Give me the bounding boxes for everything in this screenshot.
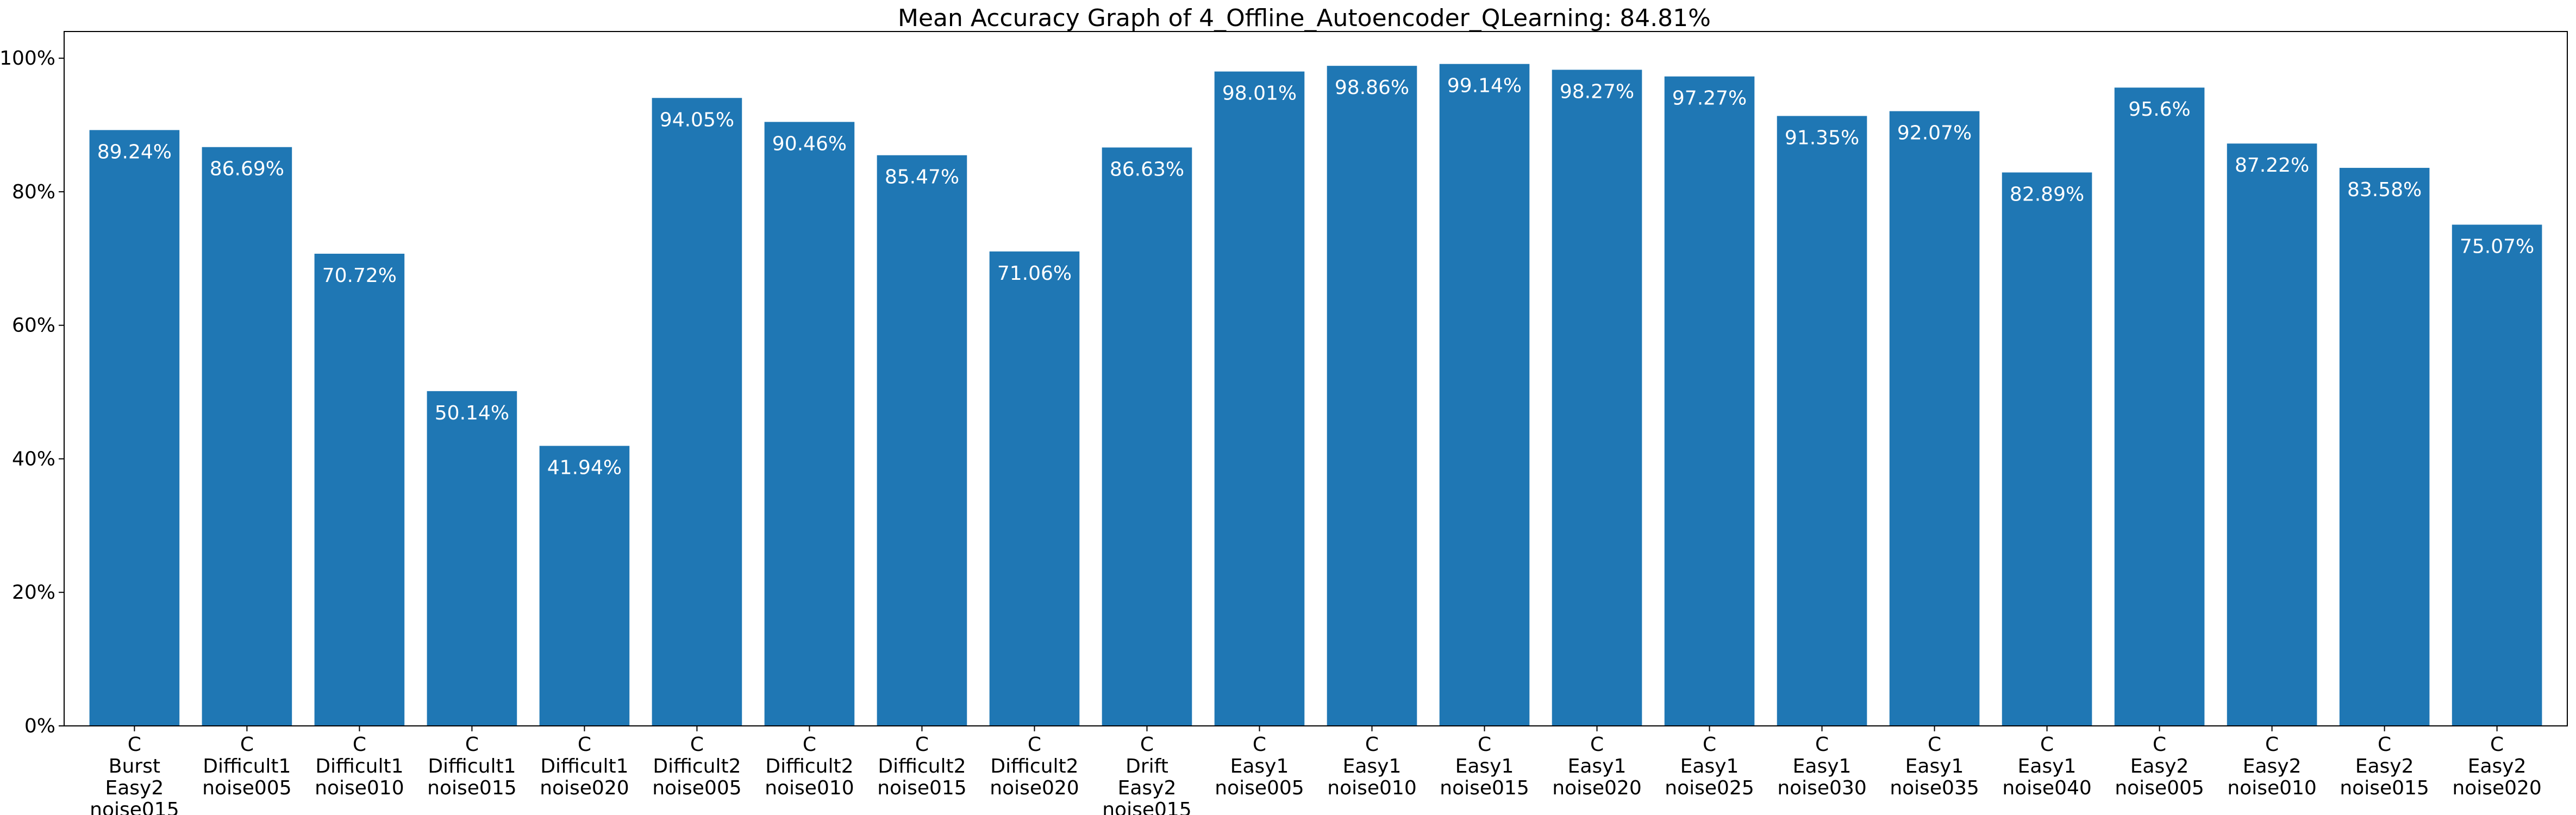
bar <box>1777 116 1867 726</box>
bar-value-label: 83.58% <box>2347 179 2422 201</box>
bar <box>764 122 855 726</box>
bar-value-label: 50.14% <box>435 402 509 424</box>
bar-value-label: 91.35% <box>1785 127 1859 149</box>
x-tick-label: C Easy2 noise015 <box>2340 734 2429 799</box>
y-tick-label: 60% <box>12 315 55 337</box>
x-tick-label: C Easy1 noise025 <box>1665 734 1754 799</box>
bar-value-label: 71.06% <box>997 262 1072 285</box>
bar-value-label: 90.46% <box>772 133 847 155</box>
bar <box>2002 172 2092 726</box>
bar-value-label: 98.27% <box>1560 80 1634 103</box>
bar <box>1439 64 1530 726</box>
data-labels-group: 89.24% 86.69% 70.72% 50.14% 41.94% 94.05% 90.4… <box>97 75 2535 479</box>
bar <box>989 251 1080 726</box>
bar <box>2339 167 2430 726</box>
y-tick-label: 40% <box>12 448 55 470</box>
bar-value-label: 98.86% <box>1335 77 1409 99</box>
x-tick-label: C Easy2 noise010 <box>2227 734 2316 799</box>
bar-value-label: 87.22% <box>2235 154 2309 177</box>
bar <box>2227 143 2317 726</box>
x-tick-label: C Difficult1 noise005 <box>202 734 291 799</box>
bar <box>1552 70 1642 726</box>
bar <box>427 391 517 726</box>
chart-title: Mean Accuracy Graph of 4_Offline_Autoenc… <box>898 4 1711 32</box>
x-tick-label: C Easy1 noise020 <box>1552 734 1641 799</box>
x-tick-label: C Easy1 noise015 <box>1440 734 1529 799</box>
x-tick-label: C Easy1 noise030 <box>1777 734 1866 799</box>
bar <box>539 446 630 726</box>
bar <box>202 147 292 726</box>
bar <box>314 253 405 726</box>
x-tick-label: C Easy1 noise005 <box>1215 734 1304 799</box>
bar-value-label: 75.07% <box>2460 236 2534 258</box>
bar <box>877 155 967 726</box>
x-tick-label: C Burst Easy2 noise015 <box>90 734 179 815</box>
bar-value-label: 86.69% <box>210 158 284 180</box>
bar-value-label: 86.63% <box>1110 158 1184 180</box>
x-tick-label: C Easy2 noise020 <box>2452 734 2541 799</box>
bar <box>1327 66 1417 726</box>
plot-frame <box>64 31 2568 726</box>
x-axis: C Burst Easy2 noise015 C Difficult1 noise005 C D… <box>90 726 2542 815</box>
bar-value-label: 41.94% <box>547 457 622 479</box>
x-tick-label: C Difficult1 noise020 <box>540 734 629 799</box>
x-tick-label: C Drift Easy2 noise015 <box>1102 734 1191 815</box>
bar-value-label: 92.07% <box>1897 122 1972 145</box>
bar-value-label: 94.05% <box>660 109 734 131</box>
bar <box>652 98 742 726</box>
bar-value-label: 95.6% <box>2128 98 2190 121</box>
x-tick-label: C Difficult2 noise015 <box>877 734 966 799</box>
x-tick-label: C Easy1 noise035 <box>1890 734 1979 799</box>
x-tick-label: C Difficult1 noise015 <box>427 734 516 799</box>
bar-value-label: 99.14% <box>1447 75 1522 97</box>
x-tick-label: C Difficult2 noise020 <box>990 734 1079 799</box>
y-axis: 0% 20% 40% 60% 80% 100% <box>0 47 64 737</box>
bar <box>1664 76 1755 726</box>
x-tick-label: C Easy1 noise010 <box>1327 734 1416 799</box>
bar <box>1102 147 1192 726</box>
y-tick-label: 80% <box>12 181 55 203</box>
bar <box>2114 87 2205 726</box>
bars-group <box>89 64 2542 726</box>
bar <box>1214 71 1305 726</box>
x-tick-label: C Easy2 noise005 <box>2115 734 2204 799</box>
bar-value-label: 89.24% <box>97 141 172 163</box>
y-tick-label: 20% <box>12 581 55 604</box>
bar-value-label: 85.47% <box>885 166 959 189</box>
y-tick-label: 100% <box>0 47 55 70</box>
bar-value-label: 82.89% <box>2010 183 2084 205</box>
x-tick-label: C Difficult2 noise010 <box>765 734 854 799</box>
x-tick-label: C Difficult2 noise005 <box>652 734 741 799</box>
bar-value-label: 98.01% <box>1222 83 1297 105</box>
x-tick-label: C Easy1 noise040 <box>2002 734 2091 799</box>
bar-value-label: 97.27% <box>1672 87 1747 110</box>
x-tick-label: C Difficult1 noise010 <box>315 734 404 799</box>
y-tick-label: 0% <box>24 715 55 737</box>
bar-value-label: 70.72% <box>322 265 397 287</box>
bar <box>89 130 180 726</box>
bar <box>1889 111 1980 726</box>
bar <box>2452 224 2542 726</box>
